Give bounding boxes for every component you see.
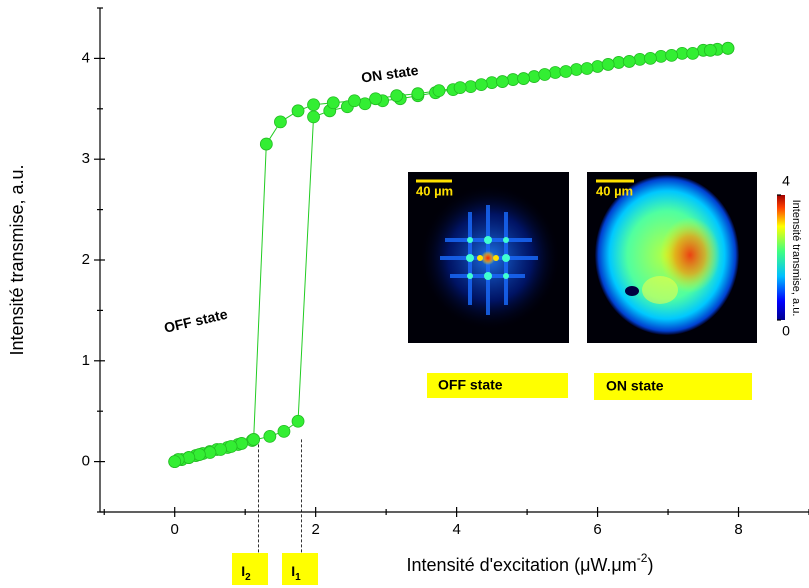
marker-label-main: I — [291, 563, 295, 579]
marker-label-sub: 1 — [295, 572, 301, 583]
colorbar-tick-label: 4 — [782, 173, 790, 189]
data-point — [274, 115, 287, 129]
x-tick-label: 0 — [171, 521, 179, 538]
x-tick-label: 6 — [593, 521, 601, 538]
data-point — [307, 110, 320, 124]
data-point — [411, 87, 425, 101]
data-point — [654, 49, 668, 63]
data-point — [548, 66, 562, 79]
data-point — [612, 56, 626, 69]
data-point — [348, 94, 361, 108]
off-image — [408, 172, 569, 398]
data-point — [591, 60, 604, 73]
data-point — [247, 433, 261, 446]
data-point — [369, 92, 382, 106]
data-point — [390, 89, 404, 103]
marker-label: I1 — [291, 563, 301, 583]
data-point — [506, 73, 520, 86]
data-point — [622, 55, 636, 68]
data-point — [263, 429, 277, 443]
x-axis-label-sup: -2 — [637, 551, 648, 565]
data-point — [203, 446, 217, 459]
data-point — [432, 84, 446, 98]
data-point — [601, 58, 615, 71]
data-point — [307, 98, 320, 112]
y-tick-label: 4 — [82, 49, 90, 66]
data-point — [224, 440, 238, 453]
data-point — [464, 80, 478, 94]
marker-label-main: I — [241, 563, 245, 579]
annotation: ON state — [360, 62, 419, 86]
y-tick-label: 3 — [82, 150, 90, 167]
data-point — [277, 424, 291, 438]
colorbar-tick-label: 0 — [782, 323, 790, 339]
data-point — [485, 76, 499, 89]
data-point — [168, 455, 182, 469]
y-tick-label: 0 — [82, 453, 90, 470]
x-axis-label-end: ) — [647, 555, 653, 575]
data-point — [580, 62, 594, 75]
data-point — [259, 137, 273, 151]
marker-box — [282, 553, 318, 585]
data-point — [517, 72, 530, 85]
annotation: OFF state — [162, 306, 229, 336]
x-axis-label: Intensité d'excitation (μW.μm-2) — [407, 551, 654, 575]
x-axis-label-text: Intensité d'excitation (μW.μm — [407, 555, 637, 575]
data-point — [686, 46, 700, 60]
scale-label: 40 µm — [596, 183, 633, 198]
data-point — [496, 75, 509, 88]
data-point — [326, 96, 340, 110]
data-point — [358, 97, 372, 111]
marker-label: I2 — [241, 563, 251, 583]
data-point — [538, 68, 552, 81]
data-point — [474, 78, 488, 92]
marker-label-sub: 2 — [245, 572, 251, 583]
data-point — [453, 81, 467, 95]
inset-caption: OFF state — [438, 377, 503, 393]
scale-label: 40 µm — [416, 183, 453, 198]
y-tick-label: 1 — [82, 352, 90, 369]
data-point — [703, 43, 717, 57]
colorbar-label: Intensité transmise, a.u. — [790, 200, 802, 317]
on-image — [587, 172, 757, 400]
data-point — [235, 437, 249, 450]
data-point — [570, 63, 583, 76]
data-point — [721, 41, 735, 55]
colorbar — [777, 195, 785, 320]
data-point — [633, 53, 647, 66]
data-point — [559, 65, 573, 78]
y-axis-label: Intensité transmise, a.u. — [7, 164, 27, 355]
data-point — [527, 70, 541, 83]
inset-caption: ON state — [606, 378, 664, 394]
y-tick-label: 2 — [82, 251, 90, 268]
data-point — [665, 48, 678, 62]
data-point — [291, 414, 305, 428]
x-tick-label: 8 — [734, 521, 742, 538]
data-point — [192, 448, 206, 461]
data-point — [182, 451, 196, 464]
data-point — [214, 443, 227, 456]
x-tick-label: 4 — [452, 521, 460, 538]
x-tick-label: 2 — [311, 521, 319, 538]
data-point — [291, 104, 305, 118]
data-point — [644, 52, 657, 65]
marker-box — [232, 553, 268, 585]
